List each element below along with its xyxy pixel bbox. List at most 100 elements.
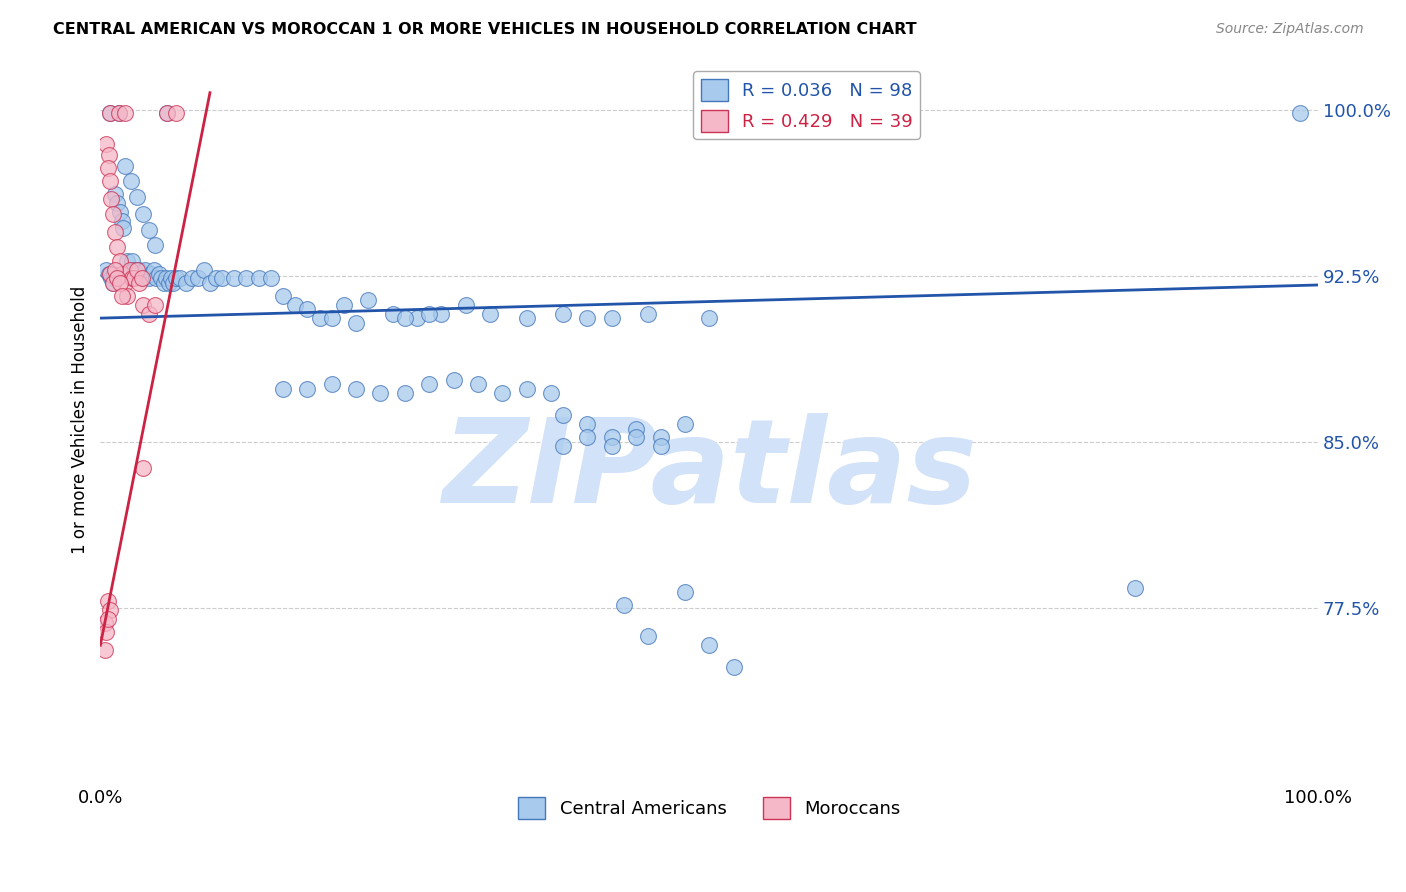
Point: [138, 271, 160, 285]
Point: [198, 276, 221, 290]
Point: [467, 377, 489, 392]
Point: [165, 271, 187, 285]
Point: [600, 311, 623, 326]
Point: [124, 262, 146, 277]
Point: [205, 271, 228, 285]
Point: [224, 271, 246, 285]
Point: [344, 382, 367, 396]
Point: [107, 105, 129, 120]
Point: [100, 192, 122, 206]
Point: [333, 298, 356, 312]
Point: [104, 225, 127, 239]
Point: [673, 585, 696, 599]
Point: [443, 373, 465, 387]
Point: [107, 105, 129, 120]
Point: [600, 430, 623, 444]
Point: [96, 262, 118, 277]
Point: [613, 599, 636, 613]
Point: [105, 196, 128, 211]
Point: [600, 439, 623, 453]
Point: [98, 105, 121, 120]
Point: [98, 174, 121, 188]
Point: [121, 271, 143, 285]
Point: [624, 430, 647, 444]
Point: [128, 262, 150, 277]
Point: [491, 386, 513, 401]
Point: [1125, 581, 1147, 595]
Point: [128, 276, 150, 290]
Point: [321, 311, 343, 326]
Point: [101, 207, 124, 221]
Point: [152, 276, 174, 290]
Point: [94, 616, 117, 631]
Text: ZIPatlas: ZIPatlas: [441, 413, 977, 528]
Point: [143, 238, 166, 252]
Point: [156, 105, 179, 120]
Point: [132, 271, 155, 285]
Point: [94, 642, 117, 657]
Point: [553, 439, 575, 453]
Point: [98, 105, 121, 120]
Point: [540, 386, 562, 401]
Point: [180, 271, 202, 285]
Point: [576, 430, 599, 444]
Point: [650, 430, 672, 444]
Point: [143, 298, 166, 312]
Point: [673, 417, 696, 432]
Point: [247, 271, 270, 285]
Point: [114, 276, 136, 290]
Point: [814, 105, 837, 120]
Point: [637, 307, 659, 321]
Point: [115, 253, 138, 268]
Point: [553, 409, 575, 423]
Point: [165, 105, 187, 120]
Point: [96, 136, 118, 151]
Point: [637, 629, 659, 643]
Point: [104, 262, 127, 277]
Legend: Central Americans, Moroccans: Central Americans, Moroccans: [510, 790, 908, 827]
Point: [118, 262, 141, 277]
Point: [111, 289, 134, 303]
Point: [260, 271, 283, 285]
Point: [148, 267, 170, 281]
Point: [125, 189, 148, 203]
Point: [187, 271, 209, 285]
Point: [235, 271, 257, 285]
Point: [162, 276, 184, 290]
Point: [576, 311, 599, 326]
Point: [479, 307, 502, 321]
Point: [98, 603, 121, 617]
Point: [111, 214, 134, 228]
Point: [138, 223, 160, 237]
Point: [112, 220, 135, 235]
Point: [155, 271, 177, 285]
Point: [174, 276, 197, 290]
Text: Source: ZipAtlas.com: Source: ZipAtlas.com: [1216, 22, 1364, 37]
Point: [105, 240, 128, 254]
Point: [418, 377, 440, 392]
Point: [142, 262, 165, 277]
Point: [103, 267, 125, 281]
Point: [108, 276, 131, 290]
Point: [394, 311, 416, 326]
Point: [100, 271, 122, 285]
Point: [157, 276, 180, 290]
Point: [105, 271, 128, 285]
Point: [723, 660, 745, 674]
Point: [624, 422, 647, 436]
Point: [125, 267, 148, 281]
Point: [150, 271, 173, 285]
Point: [1289, 105, 1312, 120]
Point: [132, 461, 155, 475]
Point: [96, 624, 118, 639]
Point: [114, 105, 136, 120]
Point: [131, 271, 153, 285]
Text: CENTRAL AMERICAN VS MOROCCAN 1 OR MORE VEHICLES IN HOUSEHOLD CORRELATION CHART: CENTRAL AMERICAN VS MOROCCAN 1 OR MORE V…: [53, 22, 917, 37]
Point: [297, 302, 319, 317]
Point: [308, 311, 330, 326]
Point: [141, 267, 163, 281]
Point: [284, 298, 307, 312]
Point: [97, 147, 120, 161]
Point: [120, 174, 142, 188]
Point: [381, 307, 404, 321]
